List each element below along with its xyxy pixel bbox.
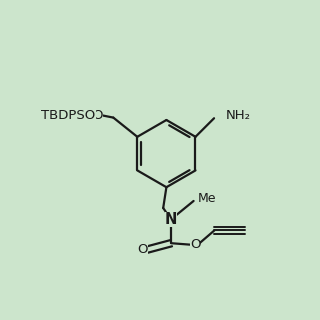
Text: O: O: [137, 243, 148, 256]
Text: O: O: [190, 238, 200, 251]
Text: NH₂: NH₂: [225, 108, 250, 122]
Text: Me: Me: [198, 192, 216, 205]
Text: O: O: [92, 108, 102, 122]
Text: TBDPSO: TBDPSO: [41, 108, 96, 122]
Text: N: N: [165, 212, 177, 227]
